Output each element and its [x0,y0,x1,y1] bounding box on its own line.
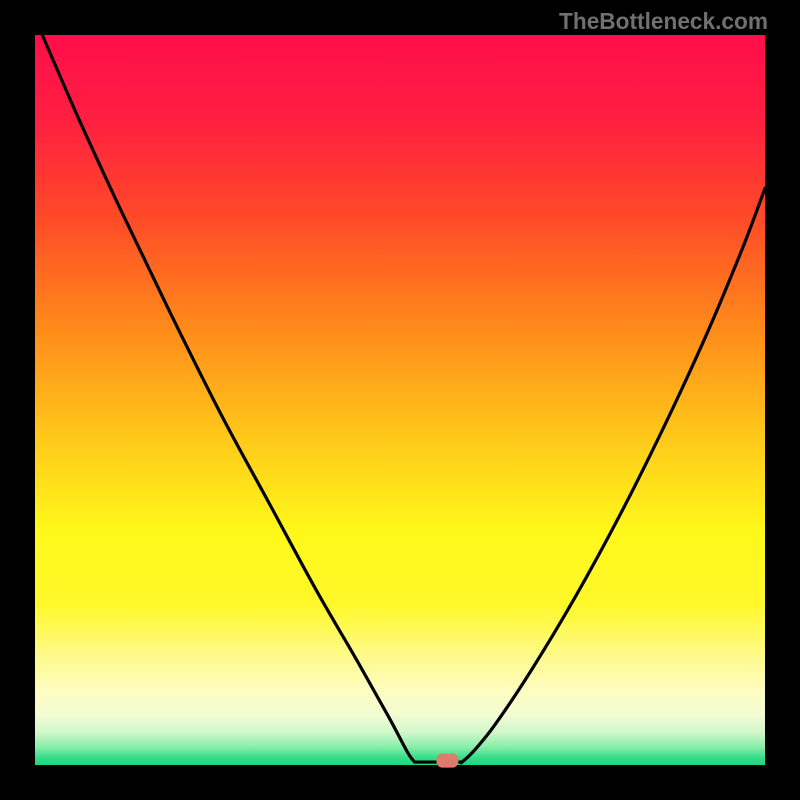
plot-gradient [35,35,765,765]
optimum-marker [436,754,458,768]
bottleneck-chart [0,0,800,800]
chart-container: TheBottleneck.com [0,0,800,800]
watermark-text: TheBottleneck.com [559,8,768,35]
